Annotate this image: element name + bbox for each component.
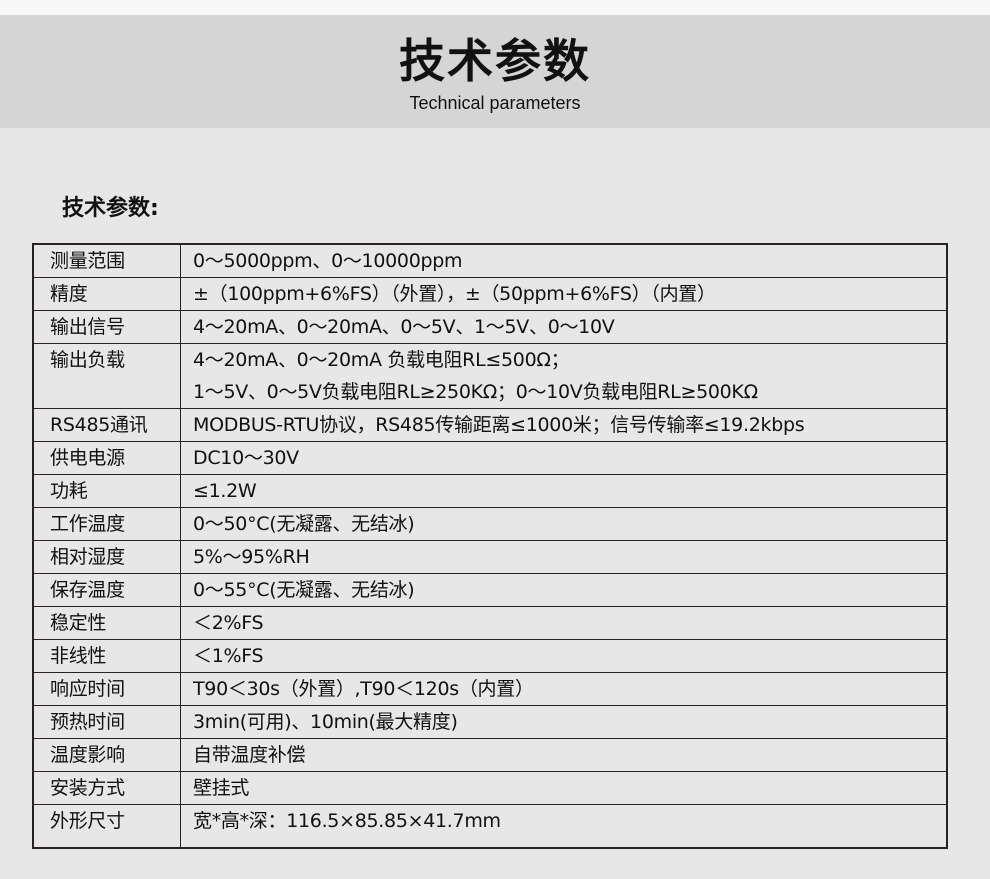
spec-value: ＜1%FS <box>180 639 948 673</box>
table-row: 相对湿度 5%～95%RH <box>32 540 948 574</box>
spec-value-line: 4～20mA、0～20mA、0～5V、1～5V、0～10V <box>193 316 615 338</box>
spec-label: 保存温度 <box>32 573 181 607</box>
spec-value: 5%～95%RH <box>180 540 948 574</box>
spec-value-line: 3min(可用)、10min(最大精度) <box>193 711 458 733</box>
spec-label: 输出信号 <box>32 310 181 344</box>
table-row: 稳定性 ＜2%FS <box>32 606 948 640</box>
spec-label: 功耗 <box>32 474 181 508</box>
spec-value-line: 0～50°C(无凝露、无结冰) <box>193 513 415 535</box>
spec-label: 相对湿度 <box>32 540 181 574</box>
table-row: 温度影响 自带温度补偿 <box>32 738 948 772</box>
table-row: 精度 ±（100ppm+6%FS）（外置），±（50ppm+6%FS）（内置） <box>32 277 948 311</box>
spec-value: 3min(可用)、10min(最大精度) <box>180 705 948 739</box>
table-row: 输出负载 4～20mA、0～20mA 负载电阻RL≤500Ω； 1～5V、0～5V负… <box>32 343 948 409</box>
table-row: 测量范围 0～5000ppm、0～10000ppm <box>32 243 948 278</box>
spec-value-line: 宽*高*深：116.5×85.85×41.7mm <box>193 810 501 832</box>
spec-value: 4～20mA、0～20mA、0～5V、1～5V、0～10V <box>180 310 948 344</box>
spec-label: 预热时间 <box>32 705 181 739</box>
spec-label: 供电电源 <box>32 441 181 475</box>
spec-label: 安装方式 <box>32 771 181 805</box>
table-row: 保存温度 0～55°C(无凝露、无结冰) <box>32 573 948 607</box>
table-row: RS485通讯 MODBUS-RTU协议，RS485传输距离≤1000米；信号传输… <box>32 408 948 442</box>
spec-value: 4～20mA、0～20mA 负载电阻RL≤500Ω； 1～5V、0～5V负载电阻R… <box>180 343 948 409</box>
spec-value-line: 0～55°C(无凝露、无结冰) <box>193 579 415 601</box>
spec-value-line: ＜2%FS <box>193 612 264 634</box>
spec-value-line: 4～20mA、0～20mA 负载电阻RL≤500Ω； <box>193 349 570 371</box>
spec-label: 精度 <box>32 277 181 311</box>
top-strip <box>0 0 990 15</box>
spec-value: DC10～30V <box>180 441 948 475</box>
spec-value-line: DC10～30V <box>193 447 299 469</box>
table-row: 非线性 ＜1%FS <box>32 639 948 673</box>
spec-value-line: 自带温度补偿 <box>193 744 306 766</box>
spec-value-line: 壁挂式 <box>193 777 250 799</box>
table-row: 预热时间 3min(可用)、10min(最大精度) <box>32 705 948 739</box>
spec-label: 稳定性 <box>32 606 181 640</box>
table-row: 外形尺寸 宽*高*深：116.5×85.85×41.7mm <box>32 804 948 849</box>
page-title: 技术参数 <box>399 34 591 88</box>
spec-value: MODBUS-RTU协议，RS485传输距离≤1000米；信号传输率≤19.2k… <box>180 408 948 442</box>
table-row: 安装方式 壁挂式 <box>32 771 948 805</box>
page-subtitle: Technical parameters <box>409 93 581 113</box>
spec-value-line: 5%～95%RH <box>193 546 310 568</box>
table-row: 工作温度 0～50°C(无凝露、无结冰) <box>32 507 948 541</box>
spec-label: 测量范围 <box>32 243 181 278</box>
spec-value-line: ＜1%FS <box>193 645 264 667</box>
spec-value-line: 0～5000ppm、0～10000ppm <box>193 250 463 272</box>
spec-label: 温度影响 <box>32 738 181 772</box>
spec-value: 0～50°C(无凝露、无结冰) <box>180 507 948 541</box>
table-row: 响应时间 T90＜30s（外置）,T90＜120s（内置） <box>32 672 948 706</box>
spec-value-line: 1～5V、0～5V负载电阻RL≥250KΩ；0～10V负载电阻RL≥500KΩ <box>193 381 758 403</box>
spec-table: 测量范围 0～5000ppm、0～10000ppm 精度 ±（100ppm+6%FS）… <box>32 243 948 849</box>
spec-value: 0～55°C(无凝露、无结冰) <box>180 573 948 607</box>
spec-value: 壁挂式 <box>180 771 948 805</box>
spec-label: 非线性 <box>32 639 181 673</box>
spec-label: 响应时间 <box>32 672 181 706</box>
spec-value-line: T90＜30s（外置）,T90＜120s（内置） <box>193 678 534 700</box>
header-band: 技术参数 Technical parameters <box>0 15 990 128</box>
spec-label: RS485通讯 <box>32 408 181 442</box>
spec-value: 0～5000ppm、0～10000ppm <box>180 243 948 278</box>
spec-label: 外形尺寸 <box>32 804 181 849</box>
spec-value: T90＜30s（外置）,T90＜120s（内置） <box>180 672 948 706</box>
spec-value-line: ≤1.2W <box>193 480 257 502</box>
table-row: 输出信号 4～20mA、0～20mA、0～5V、1～5V、0～10V <box>32 310 948 344</box>
spec-value: ±（100ppm+6%FS）（外置），±（50ppm+6%FS）（内置） <box>180 277 948 311</box>
spec-value: ＜2%FS <box>180 606 948 640</box>
spec-label: 输出负载 <box>32 343 181 409</box>
spec-value-line: MODBUS-RTU协议，RS485传输距离≤1000米；信号传输率≤19.2k… <box>193 414 805 436</box>
spec-label: 工作温度 <box>32 507 181 541</box>
spec-value: 宽*高*深：116.5×85.85×41.7mm <box>180 804 948 849</box>
table-row: 供电电源 DC10～30V <box>32 441 948 475</box>
spec-value-line: ±（100ppm+6%FS）（外置），±（50ppm+6%FS）（内置） <box>193 283 716 305</box>
spec-value: 自带温度补偿 <box>180 738 948 772</box>
spec-value: ≤1.2W <box>180 474 948 508</box>
section-title: 技术参数: <box>62 196 159 221</box>
table-row: 功耗 ≤1.2W <box>32 474 948 508</box>
